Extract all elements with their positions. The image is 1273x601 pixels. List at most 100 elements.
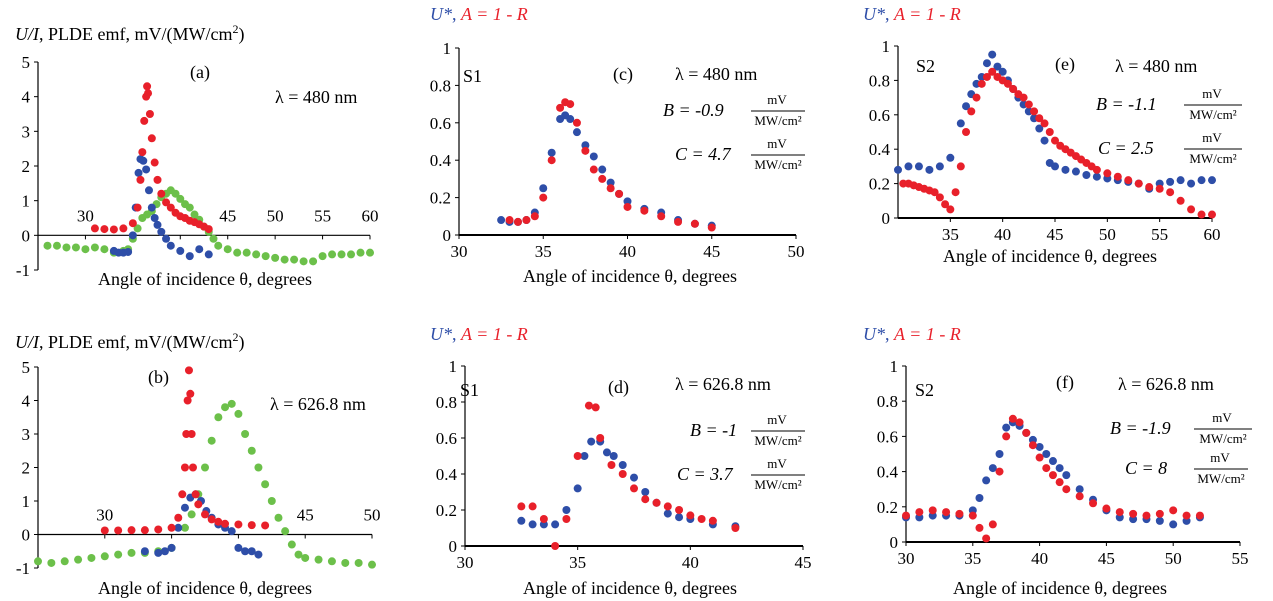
- panel-e-xtick-label: 60: [1204, 225, 1221, 244]
- panel-b-green-point: [34, 557, 42, 566]
- panel-a-red-point: [136, 175, 145, 184]
- panel-d-xlabel: Angle of incidence θ, degrees: [523, 578, 737, 598]
- panel-e-blue-point: [904, 162, 913, 171]
- panel-b-red-point: [194, 500, 203, 509]
- panel-f-red-point: [982, 534, 991, 543]
- panel-e-red-point: [930, 188, 939, 197]
- panel-a-green-point: [171, 189, 180, 198]
- panel-d-ytick-label: 0: [449, 537, 458, 556]
- panel-f-blue-point: [988, 464, 997, 473]
- panel-e-red-point: [1024, 100, 1033, 109]
- panel-f-red-point: [928, 506, 937, 515]
- panel-c-red-point: [581, 146, 590, 155]
- panel-b-green-point: [368, 560, 376, 569]
- panel-e-red-point: [1176, 196, 1185, 205]
- panel-e-red-point: [962, 128, 971, 136]
- panel-c-red-point: [615, 189, 624, 198]
- svg-text:MW/cm²: MW/cm²: [754, 113, 801, 128]
- panel-d-blue-point: [675, 513, 684, 522]
- panel-f-ytick-label: 1: [890, 357, 899, 376]
- panel-d-blue-point: [587, 437, 596, 446]
- svg-text:MW/cm²: MW/cm²: [754, 477, 801, 492]
- panel-a-red-point: [109, 225, 118, 234]
- panel-e-blue-point: [998, 67, 1007, 76]
- panel-c-ytick-label: 0.4: [430, 151, 452, 170]
- panel-e-red-point: [941, 200, 950, 209]
- panel-d-sample: S1: [460, 380, 479, 400]
- panel-c-title: U*, A = 1 - R: [430, 4, 528, 24]
- svg-text:MW/cm²: MW/cm²: [1199, 431, 1246, 446]
- svg-text:MW/cm²: MW/cm²: [754, 157, 801, 172]
- panel-d-red-point: [573, 452, 582, 460]
- panel-a-green-point: [356, 248, 365, 257]
- panel-b-green-point: [301, 553, 310, 562]
- panel-b-title: U/I, PLDE emf, mV/(MW/cm2): [15, 330, 244, 353]
- panel-e-blue-point: [1071, 167, 1080, 176]
- panel-b-green-point: [274, 513, 283, 522]
- panel-a-red-point: [204, 225, 213, 234]
- panel-a-green-point: [318, 252, 327, 261]
- panel-a-green-point: [214, 241, 223, 250]
- panel-a-label: (a): [190, 62, 210, 83]
- panel-b-ytick-label: 2: [22, 459, 31, 478]
- panel-d-xtick-label: 30: [457, 553, 474, 572]
- chart-panel-f: U*, A = 1 - R 0 0.2 0.4 0.6 0.8 1 30 35 40 45 50 55…: [863, 324, 1252, 598]
- panel-b-label: (b): [148, 367, 169, 388]
- panel-f-xtick-label: 45: [1098, 549, 1115, 568]
- panel-a-green-point: [309, 257, 318, 266]
- panel-b-red-point: [140, 526, 149, 535]
- panel-a-wavelength: λ = 480 nm: [275, 87, 357, 107]
- panel-b-green-point: [114, 550, 123, 559]
- panel-a-red-point: [166, 203, 175, 212]
- panel-d-c-coef: C = 3.7 mV MW/cm²: [677, 456, 805, 492]
- panel-a-green-point: [223, 245, 232, 254]
- panel-b-red-point: [186, 389, 195, 398]
- panel-e-blue-point: [1176, 176, 1185, 185]
- panel-e-blue-point: [982, 59, 991, 68]
- panel-a-ytick-label: 1: [22, 192, 31, 211]
- panel-e-blue-point: [1208, 176, 1216, 185]
- panel-b-points: [34, 366, 376, 569]
- panel-e-blue-point: [1051, 162, 1059, 171]
- panel-b-blue-point: [167, 543, 176, 552]
- panel-a-red-point: [153, 175, 162, 184]
- panel-e-red-point: [1134, 179, 1143, 188]
- panel-e-ytick-label: 0.4: [869, 140, 891, 159]
- panel-a-green-point: [176, 194, 185, 203]
- panel-e-xtick-label: 40: [994, 225, 1011, 244]
- panel-e-blue-point: [946, 153, 955, 162]
- panel-e-xtick-label: 35: [942, 225, 959, 244]
- panel-e-blue-point: [962, 102, 971, 111]
- panel-b-green-point: [221, 403, 230, 412]
- panel-b-green-point: [47, 558, 56, 567]
- panel-e-red-point: [982, 72, 991, 81]
- panel-c-red-point: [513, 217, 522, 226]
- panel-a-green-point: [90, 243, 99, 252]
- panel-d-ytick-label: 0.2: [436, 501, 457, 520]
- panel-a-green-point: [347, 250, 356, 259]
- panel-f-xtick-label: 50: [1165, 549, 1182, 568]
- panel-a-ytick-label: 0: [22, 226, 31, 245]
- panel-d-blue-point: [618, 461, 627, 469]
- panel-a-blue-point: [153, 220, 162, 229]
- panel-f-red-point: [1169, 506, 1178, 515]
- svg-text:MW/cm²: MW/cm²: [1197, 471, 1244, 486]
- panel-c-ytick-label: 1: [443, 39, 452, 58]
- panel-e-sample: S2: [916, 56, 935, 76]
- panel-b-red-point: [100, 526, 109, 535]
- svg-text:B = -0.9: B = -0.9: [663, 100, 724, 120]
- panel-e-blue-point: [935, 162, 944, 171]
- panel-e-red-point: [1040, 119, 1049, 128]
- svg-text:MW/cm²: MW/cm²: [754, 433, 801, 448]
- panel-f-ytick-label: 0.2: [877, 498, 898, 517]
- panel-b-xtick-label: 45: [297, 506, 314, 525]
- panel-d-blue-point: [528, 520, 537, 529]
- panel-c-red-point: [572, 118, 581, 127]
- panel-b-green-point: [241, 430, 250, 438]
- panel-c-ytick-label: 0.6: [430, 114, 451, 133]
- panel-b-green-point: [207, 436, 216, 445]
- panel-b-blue-point: [160, 547, 169, 556]
- panel-a-green-point: [233, 248, 242, 257]
